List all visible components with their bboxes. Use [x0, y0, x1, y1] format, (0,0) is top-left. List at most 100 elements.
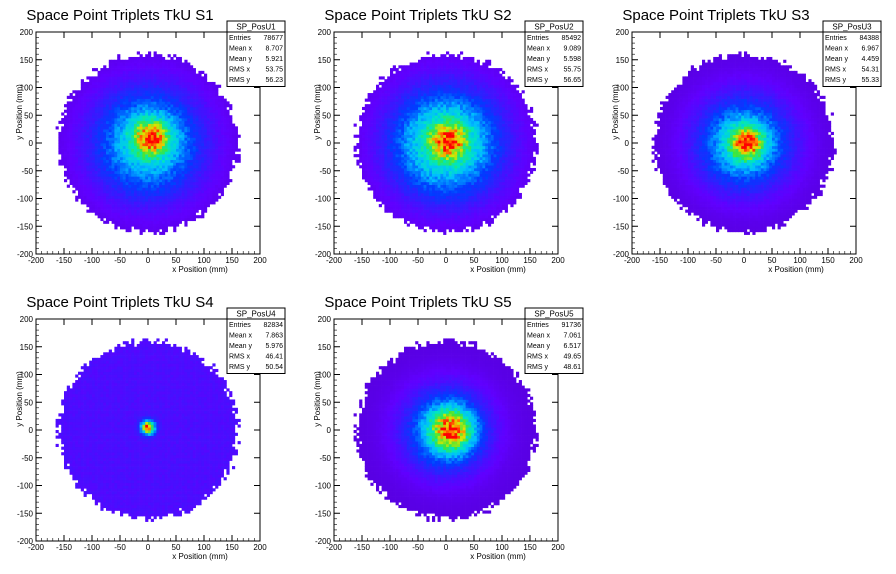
- heatmap-bin: [176, 93, 180, 97]
- heatmap-bin: [153, 118, 157, 122]
- heatmap-bin: [423, 156, 427, 161]
- heatmap-bin: [190, 87, 194, 91]
- heatmap-bin: [83, 176, 87, 180]
- heatmap-bin: [187, 140, 191, 144]
- heatmap-bin: [173, 140, 177, 144]
- heatmap-bin: [429, 176, 433, 180]
- heatmap-bin: [136, 131, 140, 136]
- heatmap-bin: [209, 112, 213, 116]
- heatmap-bin: [108, 173, 112, 177]
- heatmap-bin: [387, 76, 391, 80]
- heatmap-bin: [114, 98, 118, 102]
- heatmap-bin: [190, 187, 194, 191]
- heatmap-bin: [80, 109, 84, 113]
- heatmap-bin: [190, 134, 194, 138]
- heatmap-bin: [94, 112, 98, 116]
- heatmap-bin: [173, 112, 177, 116]
- heatmap-bin: [234, 129, 238, 133]
- heatmap-bin: [437, 109, 441, 113]
- heatmap-bin: [429, 120, 433, 124]
- heatmap-bin: [237, 154, 241, 158]
- heatmap-bin: [148, 217, 152, 222]
- heatmap-bin: [150, 59, 154, 63]
- heatmap-bin: [117, 220, 121, 224]
- heatmap-bin: [209, 159, 213, 163]
- heatmap-bin: [378, 156, 382, 161]
- heatmap-bin: [195, 201, 199, 205]
- heatmap-bin: [367, 181, 371, 185]
- heatmap-bin: [398, 179, 402, 183]
- heatmap-bin: [201, 81, 205, 86]
- heatmap-bin: [395, 212, 399, 216]
- heatmap-bin: [106, 181, 110, 185]
- heatmap-bin: [128, 167, 132, 172]
- heatmap-bin: [367, 143, 371, 147]
- heatmap-bin: [440, 123, 444, 127]
- heatmap-bin: [437, 145, 441, 149]
- heatmap-bin: [164, 123, 168, 127]
- heatmap-bin: [111, 176, 115, 180]
- heatmap-bin: [86, 134, 90, 138]
- heatmap-bin: [192, 109, 196, 113]
- heatmap-bin: [378, 195, 382, 199]
- heatmap-bin: [122, 126, 126, 130]
- heatmap-bin: [128, 226, 132, 230]
- heatmap-bin: [139, 209, 143, 213]
- heatmap-bin: [75, 112, 79, 116]
- heatmap-bin: [145, 192, 149, 197]
- heatmap-bin: [122, 215, 126, 219]
- heatmap-bin: [89, 195, 93, 199]
- heatmap-bin: [94, 159, 98, 163]
- heatmap-bin: [432, 162, 436, 166]
- heatmap-bin: [359, 151, 363, 155]
- heatmap-bin: [108, 145, 112, 149]
- heatmap-bin: [415, 154, 419, 158]
- heatmap-bin: [187, 143, 191, 147]
- heatmap-bin: [94, 195, 98, 199]
- heatmap-bin: [198, 76, 202, 80]
- heatmap-bin: [61, 148, 65, 152]
- heatmap-bin: [136, 65, 140, 69]
- heatmap-bin: [223, 145, 227, 149]
- heatmap-bin: [432, 159, 436, 163]
- heatmap-bin: [420, 217, 424, 222]
- heatmap-bin: [103, 129, 107, 133]
- heatmap-bin: [64, 179, 68, 183]
- heatmap-bin: [404, 115, 408, 119]
- heatmap-bin: [378, 179, 382, 183]
- heatmap-bin: [223, 134, 227, 138]
- heatmap-bin: [376, 165, 380, 169]
- heatmap-bin: [223, 131, 227, 136]
- heatmap-bin: [111, 79, 115, 83]
- heatmap-bin: [209, 131, 213, 136]
- heatmap-bin: [390, 198, 394, 202]
- heatmap-bin: [376, 167, 380, 172]
- heatmap-bin: [86, 192, 90, 197]
- heatmap-bin: [100, 143, 104, 147]
- heatmap-bin: [426, 120, 430, 124]
- heatmap-bin: [443, 165, 447, 169]
- heatmap-bin: [359, 154, 363, 158]
- heatmap-bin: [173, 123, 177, 127]
- heatmap-bin: [381, 156, 385, 161]
- heatmap-bin: [364, 145, 368, 149]
- heatmap-bin: [148, 87, 152, 91]
- heatmap-bin: [148, 151, 152, 155]
- heatmap-bin: [415, 165, 419, 169]
- heatmap-bin: [100, 131, 104, 136]
- heatmap-bin: [237, 159, 241, 163]
- heatmap-bin: [131, 70, 135, 74]
- heatmap-bin: [187, 73, 191, 77]
- heatmap-bin: [61, 120, 65, 124]
- heatmap-bin: [89, 81, 93, 86]
- heatmap-bin: [72, 118, 76, 122]
- heatmap-bin: [437, 187, 441, 191]
- heatmap-bin: [178, 81, 182, 86]
- heatmap-bin: [170, 223, 174, 227]
- heatmap-bin: [206, 101, 210, 105]
- heatmap-bin: [418, 62, 422, 66]
- heatmap-bin: [206, 129, 210, 133]
- heatmap-bin: [392, 167, 396, 172]
- heatmap-bin: [392, 84, 396, 88]
- heatmap-bin: [187, 95, 191, 99]
